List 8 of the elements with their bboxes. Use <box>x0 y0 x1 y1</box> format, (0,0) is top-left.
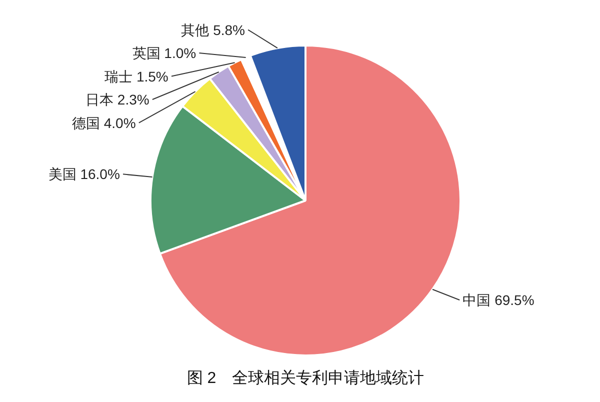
slice-label: 其他 5.8% <box>181 22 245 38</box>
text: 图 2 全球相关专利申请地域统计 <box>186 369 424 387</box>
slice-label: 瑞士 1.5% <box>104 68 168 84</box>
slice-label: 日本 2.3% <box>86 92 150 108</box>
slice-label: 英国 1.0% <box>132 45 196 62</box>
slice-label: 中国 69.5% <box>462 292 534 308</box>
slice-label: 美国 16.0% <box>48 166 120 182</box>
slice-label: 德国 4.0% <box>72 114 136 131</box>
